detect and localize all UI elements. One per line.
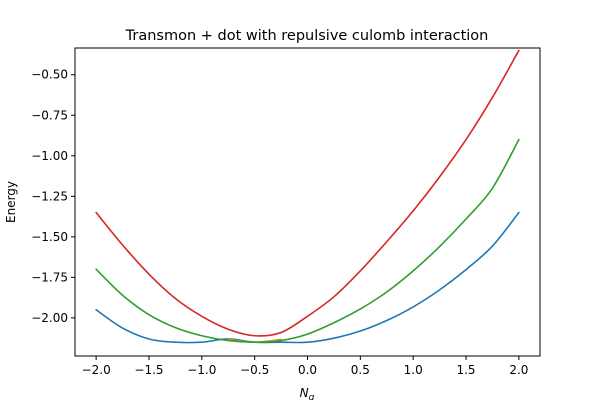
y-tick-label: −0.75 [31, 108, 68, 122]
x-tick-label: 1.0 [404, 363, 423, 377]
y-axis-ticks: −2.00 −1.75 −1.50 −1.25 −1.00 −0.75 −0.50 [31, 68, 75, 325]
x-tick-label: 2.0 [509, 363, 528, 377]
y-tick-label: −1.25 [31, 189, 68, 203]
x-axis-label-base: N [300, 386, 309, 400]
x-tick-label: 1.5 [456, 363, 475, 377]
y-tick-label: −1.00 [31, 149, 68, 163]
plot-area: −2.0 −1.5 −1.0 −0.5 0.0 0.5 1.0 1.5 2.0 −2.00 −1.… [31, 47, 541, 377]
x-axis-ticks: −2.0 −1.5 −1.0 −0.5 0.0 0.5 1.0 1.5 2.0 [82, 356, 528, 377]
y-tick-label: −1.75 [31, 270, 68, 284]
x-tick-label: 0.5 [351, 363, 370, 377]
x-tick-label: −1.0 [187, 363, 216, 377]
x-tick-label: −2.0 [82, 363, 111, 377]
x-tick-label: −0.5 [240, 363, 269, 377]
x-tick-label: −1.5 [134, 363, 163, 377]
series-line-4 [95, 49, 520, 337]
series-line-3 [95, 138, 520, 344]
y-tick-label: −0.50 [31, 68, 68, 82]
chart-title: Transmon + dot with repulsive culomb int… [125, 28, 489, 44]
series-layer [95, 49, 520, 344]
x-tick-label: 0.0 [298, 363, 317, 377]
series-line-1 [95, 211, 520, 344]
x-axis-label-subscript: g [309, 393, 315, 400]
y-axis-label: Energy [4, 181, 18, 223]
y-tick-label: −2.00 [31, 311, 68, 325]
y-tick-label: −1.50 [31, 230, 68, 244]
axes-background [75, 48, 540, 356]
x-axis-label: Ng [300, 386, 315, 400]
